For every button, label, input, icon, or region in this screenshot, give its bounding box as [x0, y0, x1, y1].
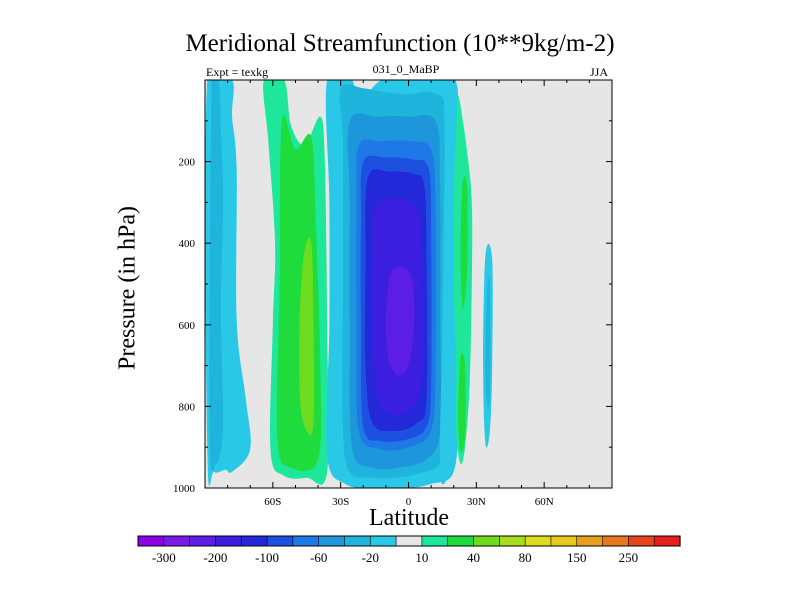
colorbar-swatch	[163, 535, 191, 547]
y-tick-label: 800	[179, 401, 196, 413]
y-tick-label: 600	[179, 320, 196, 332]
colorbar-swatch	[318, 535, 346, 547]
contour-nh-cyan-strip	[439, 80, 457, 485]
y-tick-label: 1000	[173, 483, 196, 495]
colorbar	[137, 535, 681, 547]
colorbar-swatch	[653, 535, 681, 547]
colorbar-swatch	[524, 535, 552, 547]
x-tick-label: 30N	[467, 496, 486, 508]
y-tick-label: 200	[179, 157, 196, 169]
colorbar-swatch	[550, 535, 578, 547]
contour-nh-light-blue-tail	[485, 276, 491, 409]
colorbar-swatch	[576, 535, 604, 547]
plot-frame	[204, 79, 613, 489]
colorbar-swatch	[137, 535, 165, 547]
contour-nh-green-lower	[458, 353, 466, 453]
contour-regions	[205, 80, 493, 488]
colorbar-swatch	[344, 535, 371, 547]
season-label: JJA	[590, 65, 609, 79]
colorbar-swatch	[628, 535, 655, 547]
x-axis-ticks: 60S 30S 0 30N 60N	[227, 80, 590, 508]
x-tick-label: 0	[406, 496, 412, 508]
colorbar-label: -200	[204, 550, 228, 565]
chart-title: Meridional Streamfunction (10**9kg/m-2)	[185, 30, 615, 57]
colorbar-frame	[137, 535, 681, 547]
contour-nh-green-strip	[460, 176, 468, 309]
contour-sh-light-blue-lobe	[209, 80, 224, 472]
colorbar-labels: -300 -200 -100 -60 -20 10 40 80 150 250	[152, 550, 638, 565]
colorbar-label: 10	[415, 550, 428, 565]
colorbar-swatch	[266, 535, 294, 547]
colorbar-label: 40	[467, 550, 480, 565]
experiment-label: Expt = texkg	[206, 65, 269, 79]
colorbar-swatch	[292, 535, 320, 547]
colorbar-swatch	[602, 535, 629, 547]
colorbar-swatch	[473, 535, 500, 547]
colorbar-label: 250	[619, 550, 639, 565]
colorbar-swatch	[240, 535, 268, 547]
colorbar-label: -60	[310, 550, 327, 565]
x-tick-label: 30S	[332, 496, 349, 508]
x-tick-label: 60N	[535, 496, 554, 508]
contour-eq-violet-core	[385, 267, 415, 376]
colorbar-label: -100	[255, 550, 279, 565]
colorbar-label: -20	[362, 550, 379, 565]
colorbar-swatch	[369, 535, 397, 547]
colorbar-swatch	[421, 535, 449, 547]
colorbar-swatch	[499, 535, 526, 547]
colorbar-swatch	[447, 535, 475, 547]
x-axis-label: Latitude	[369, 505, 449, 531]
colorbar-label: -300	[152, 550, 176, 565]
colorbar-swatch	[189, 535, 217, 547]
y-tick-label: 400	[179, 238, 196, 250]
run-label: 031_0_MaBP	[372, 62, 440, 76]
colorbar-swatch	[215, 535, 242, 547]
colorbar-label: 80	[519, 550, 532, 565]
colorbar-swatch	[395, 535, 423, 547]
contour-sh-yellowgreen-core	[299, 237, 315, 436]
y-axis-ticks: 200 400 600 800 1000	[173, 120, 612, 495]
x-tick-label: 60S	[264, 496, 281, 508]
colorbar-label: 150	[567, 550, 587, 565]
